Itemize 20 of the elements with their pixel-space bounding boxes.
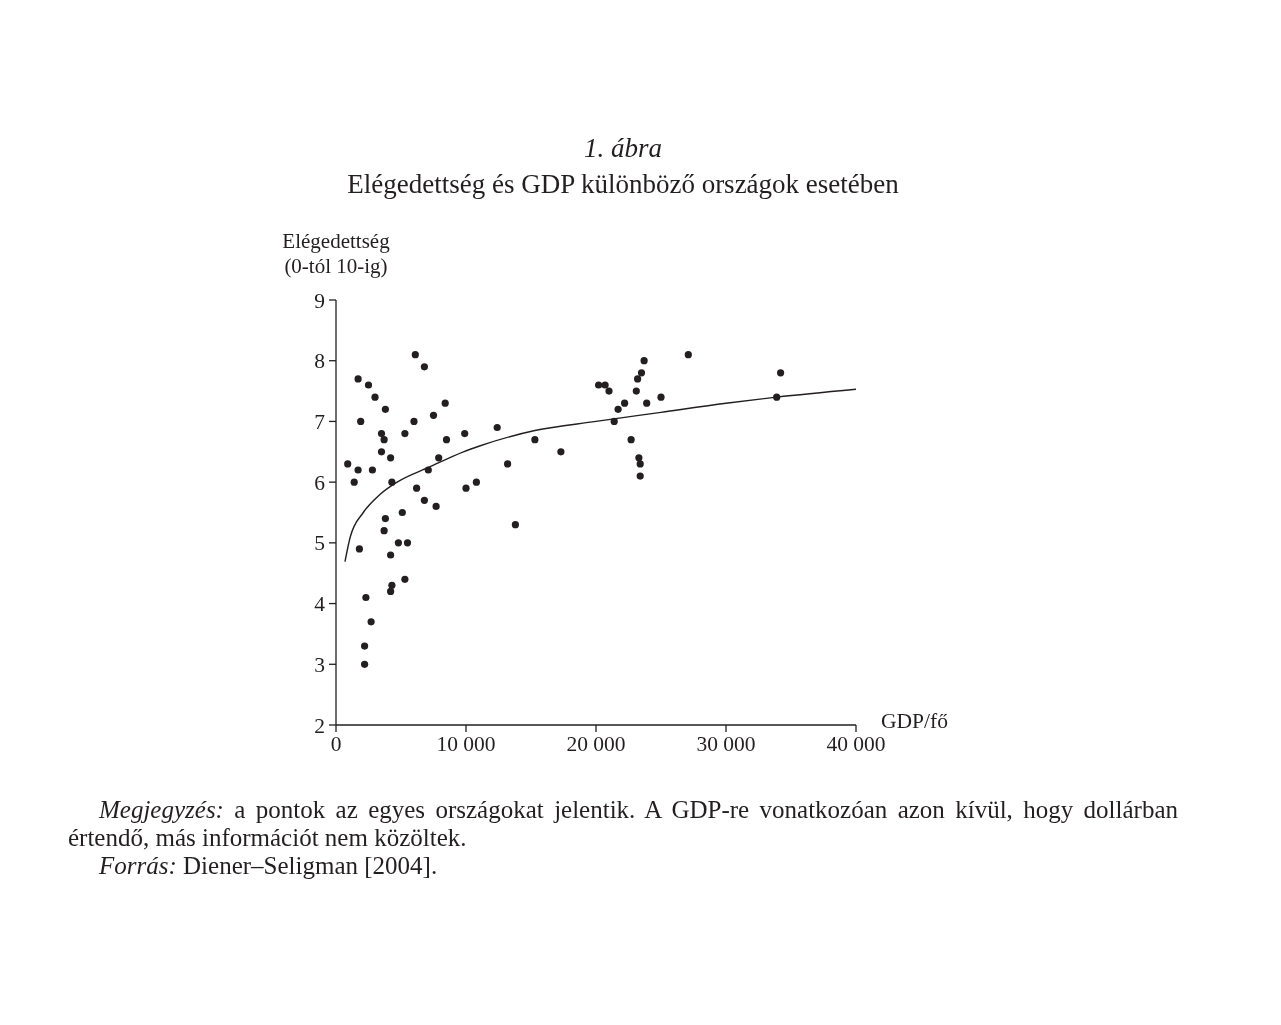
x-tick-label: 30 000: [696, 732, 756, 757]
x-axis-title: GDP/fő: [881, 708, 948, 734]
y-tick-label: 5: [314, 531, 325, 556]
chart-title: 1. ábra: [583, 132, 663, 165]
x-tick-label: 40 000: [826, 732, 886, 757]
x-tick-label: 10 000: [436, 732, 496, 757]
y-tick-label: 3: [314, 652, 325, 677]
y-tick-label: 4: [314, 592, 326, 617]
x-tick-label: 0: [330, 732, 342, 757]
y-tick-label: 8: [314, 349, 325, 374]
y-tick-label: 9: [314, 288, 325, 313]
y-tick-label: 7: [314, 410, 326, 435]
y-tick-label: 6: [314, 470, 326, 495]
x-tick-label: 20 000: [566, 732, 626, 757]
y-tick-label: 2: [314, 713, 325, 738]
chart-subtitle: Elégedettség és GDP különböző országok esetében: [346, 168, 900, 201]
text: Forrás: Diener–Seligman [2004].: [98, 852, 439, 880]
text: Megjegyzés: a pontok az egyes országokat jelentik. A GDP-re vonatkozóan azon kívül, hogy dollárban értendő, más információt nem közöltek.: [68, 796, 1178, 852]
line-series: [344, 388, 856, 562]
y-axis-title: Elégedettség (0-tól 10-ig): [281, 229, 391, 279]
